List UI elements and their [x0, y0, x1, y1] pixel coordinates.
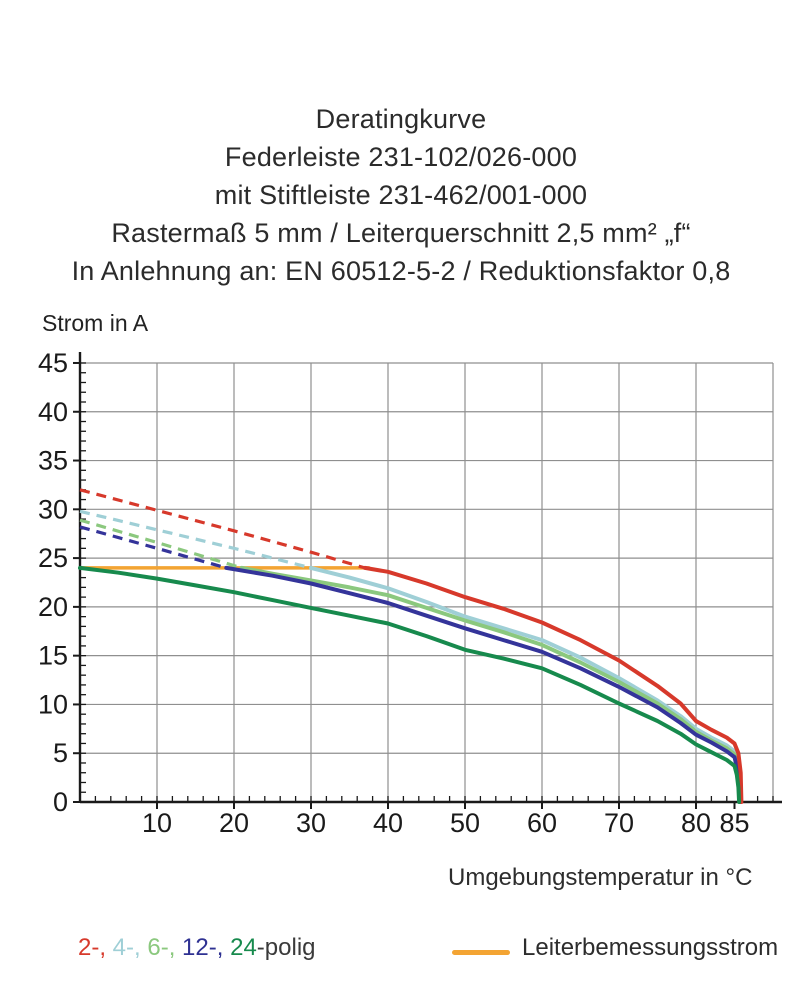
- y-tick-label: 15: [38, 641, 68, 671]
- x-tick-label: 60: [527, 808, 557, 838]
- y-tick-label: 0: [53, 787, 68, 817]
- chart-title-line-1: Deratingkurve: [315, 104, 487, 134]
- legend-pole-part: 6-,: [140, 934, 176, 961]
- legend-pole-part: 24: [223, 934, 257, 961]
- x-tick-label: 40: [373, 808, 403, 838]
- y-tick-label: 45: [38, 348, 68, 378]
- curve-12-polig: [224, 565, 742, 804]
- x-tick-label: 30: [296, 808, 326, 838]
- curve-2-polig: [362, 565, 744, 804]
- y-tick-label: 25: [38, 543, 68, 573]
- legend-pole-counts: 2-, 4-, 6-, 12-, 24-polig: [78, 934, 316, 962]
- curve-2-polig-ungekappt: [79, 488, 366, 570]
- y-tick-label: 20: [38, 592, 68, 622]
- chart-title-line-5: In Anlehnung an: EN 60512-5-2 / Reduktio…: [71, 256, 731, 286]
- x-tick-label: 10: [142, 808, 172, 838]
- curve-6-polig: [239, 565, 743, 804]
- legend-row: 2-, 4-, 6-, 12-, 24-polig Leiterbemessun…: [0, 932, 801, 977]
- legend-pole-part: 12-,: [175, 934, 224, 961]
- y-tick-label: 35: [38, 446, 68, 476]
- curve-6-polig-ungekappt: [79, 518, 243, 570]
- rated-current-line-swatch: [452, 950, 510, 955]
- chart-title: Deratingkurve Federleiste 231-102/026-00…: [28, 100, 774, 290]
- chart-title-line-4: Rastermaß 5 mm / Leiterquerschnitt 2,5 m…: [111, 218, 691, 248]
- rated-current-label: Leiterbemessungsstrom: [522, 934, 779, 961]
- curve-24-polig: [78, 565, 742, 804]
- x-tick-label: 20: [219, 808, 249, 838]
- y-tick-label: 30: [38, 494, 68, 524]
- chart-title-line-2: Federleiste 231-102/026-000: [224, 142, 578, 172]
- curve-4-polig-ungekappt: [79, 509, 312, 570]
- x-tick-label: 50: [450, 808, 480, 838]
- x-tick-label: 85: [719, 808, 749, 838]
- chart-title-line-3: mit Stiftleiste 231-462/001-000: [214, 180, 588, 210]
- y-axis-label: Strom in A: [42, 310, 149, 336]
- y-tick-label: 10: [38, 689, 68, 719]
- x-tick-label: 70: [604, 808, 634, 838]
- y-tick-label: 40: [38, 397, 68, 427]
- curve-12-polig-ungekappt: [79, 525, 227, 570]
- x-tick-label: 80: [681, 808, 711, 838]
- legend-pole-part: 4-,: [106, 934, 141, 961]
- curve-4-polig: [309, 565, 743, 804]
- y-tick-label: 5: [53, 738, 68, 768]
- x-axis-label: Umgebungstemperatur in °C: [448, 864, 753, 891]
- legend-pole-part: 2-,: [78, 934, 107, 961]
- legend-pole-part: -polig: [256, 934, 316, 961]
